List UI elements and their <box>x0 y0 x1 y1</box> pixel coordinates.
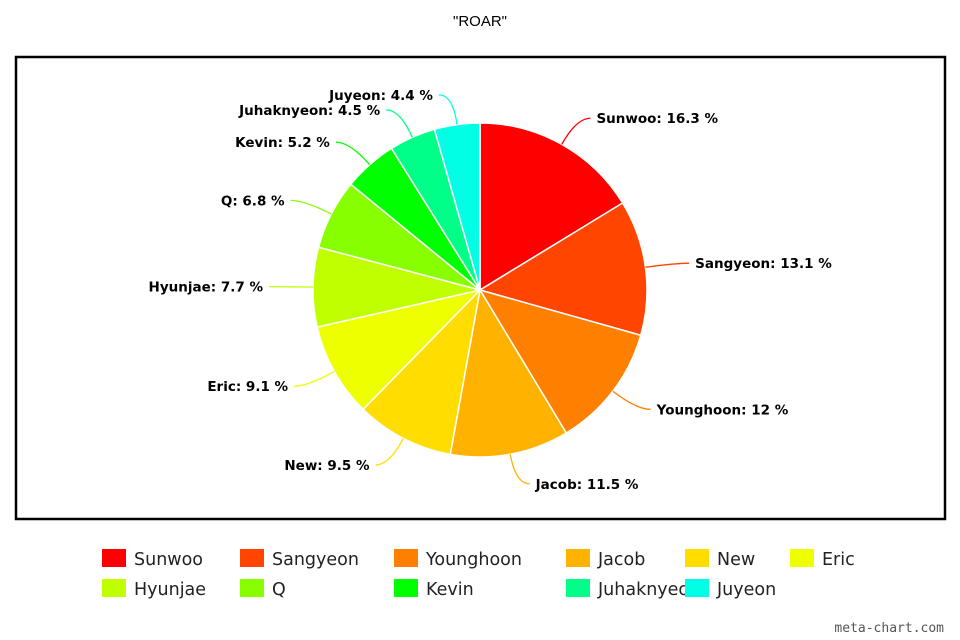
leader-line-sunwoo <box>561 117 591 145</box>
legend-label: New <box>717 550 755 570</box>
legend-item-eric: Eric <box>790 549 855 570</box>
legend-label: Jacob <box>597 550 645 570</box>
legend-swatch <box>102 579 126 597</box>
leader-line-eric <box>294 370 335 387</box>
legend-item-q: Q <box>240 579 286 600</box>
leader-line-sangyeon <box>645 262 690 268</box>
slice-label-sangyeon: Sangyeon: 13.1 % <box>695 256 832 272</box>
legend-item-sunwoo: Sunwoo <box>102 549 203 570</box>
slice-label-hyunjae: Hyunjae: 7.7 % <box>149 280 264 296</box>
leader-line-hyunjae <box>269 285 314 288</box>
leader-line-younghoon <box>612 390 651 411</box>
legend-item-juhaknyeon: Juhaknyeon <box>566 579 700 600</box>
leader-line-juyeon <box>438 94 458 125</box>
legend-swatch <box>566 549 590 567</box>
legend-item-hyunjae: Hyunjae <box>102 579 206 600</box>
leader-line-juhaknyeon <box>386 109 413 138</box>
legend-item-new: New <box>685 549 755 570</box>
legend-item-younghoon: Younghoon <box>394 549 522 570</box>
slice-label-kevin: Kevin: 5.2 % <box>235 135 330 151</box>
legend-label: Kevin <box>426 580 474 600</box>
legend-label: Sangyeon <box>272 550 359 570</box>
legend-item-juyeon: Juyeon <box>685 579 776 600</box>
slice-label-new: New: 9.5 % <box>284 458 370 474</box>
legend-label: Hyunjae <box>134 580 206 600</box>
legend-swatch <box>566 579 590 597</box>
legend-item-jacob: Jacob <box>566 549 645 570</box>
legend-item-sangyeon: Sangyeon <box>240 549 359 570</box>
leader-line-jacob <box>509 454 530 485</box>
slices-layer <box>312 122 648 458</box>
legend-label: Sunwoo <box>134 550 203 570</box>
leader-line-kevin <box>335 141 371 166</box>
slice-label-juhaknyeon: Juhaknyeon: 4.5 % <box>238 103 380 119</box>
slice-label-younghoon: Younghoon: 12 % <box>656 402 789 418</box>
legend-swatch <box>685 549 709 567</box>
pie-slice-jacob <box>449 287 568 458</box>
legend-swatch <box>240 549 264 567</box>
legend-label: Younghoon <box>425 550 522 570</box>
legend-label: Eric <box>822 550 855 570</box>
slice-label-juyeon: Juyeon: 4.4 % <box>328 88 433 104</box>
leader-line-q <box>290 199 332 215</box>
slice-label-jacob: Jacob: 11.5 % <box>535 477 639 493</box>
legend-swatch <box>790 549 814 567</box>
legend-label: Juyeon <box>716 580 776 600</box>
labels-layer: Sunwoo: 16.3 % Sangyeon: 13.1 % Younghoon:… <box>149 88 833 493</box>
legend-swatch <box>685 579 709 597</box>
watermark: meta-chart.com <box>834 621 944 636</box>
pie-slice-younghoon <box>478 288 642 435</box>
legend-swatch <box>240 579 264 597</box>
legend: Sunwoo Sangyeon Younghoon Jacob New Eric Hyunj… <box>102 549 855 600</box>
pie-slice-new <box>362 287 482 456</box>
legend-label: Juhaknyeon <box>597 580 700 600</box>
legend-label: Q <box>272 580 286 600</box>
slice-label-q: Q: 6.8 % <box>221 193 285 209</box>
leader-line-new <box>375 438 404 466</box>
pie-slice-eric <box>316 288 483 411</box>
slice-label-sunwoo: Sunwoo: 16.3 % <box>596 111 718 127</box>
legend-swatch <box>102 549 126 567</box>
pie-slice-juyeon <box>433 122 481 291</box>
chart-title: "ROAR" <box>453 13 507 30</box>
plot-frame <box>14 55 947 521</box>
legend-item-kevin: Kevin <box>394 579 474 600</box>
pie-slice-sangyeon <box>478 202 648 337</box>
legend-swatch <box>394 549 418 567</box>
legend-swatch <box>394 579 418 597</box>
slice-label-eric: Eric: 9.1 % <box>207 379 288 395</box>
